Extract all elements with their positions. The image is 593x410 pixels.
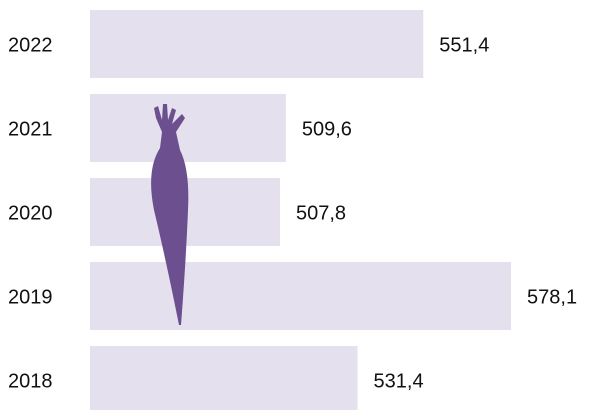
value-label: 509,6 <box>302 118 352 140</box>
bar <box>90 346 358 410</box>
value-label: 578,1 <box>527 286 577 308</box>
category-label: 2021 <box>8 118 53 140</box>
value-label: 531,4 <box>374 370 424 392</box>
category-label: 2020 <box>8 202 53 224</box>
value-label: 507,8 <box>296 202 346 224</box>
category-label: 2022 <box>8 34 53 56</box>
bar-group <box>90 10 512 410</box>
category-label: 2018 <box>8 370 53 392</box>
bar <box>90 10 424 78</box>
value-label: 551,4 <box>439 34 489 56</box>
bar <box>90 262 512 330</box>
category-label: 2019 <box>8 286 53 308</box>
carrot-icon <box>151 104 189 325</box>
bar <box>90 94 286 162</box>
